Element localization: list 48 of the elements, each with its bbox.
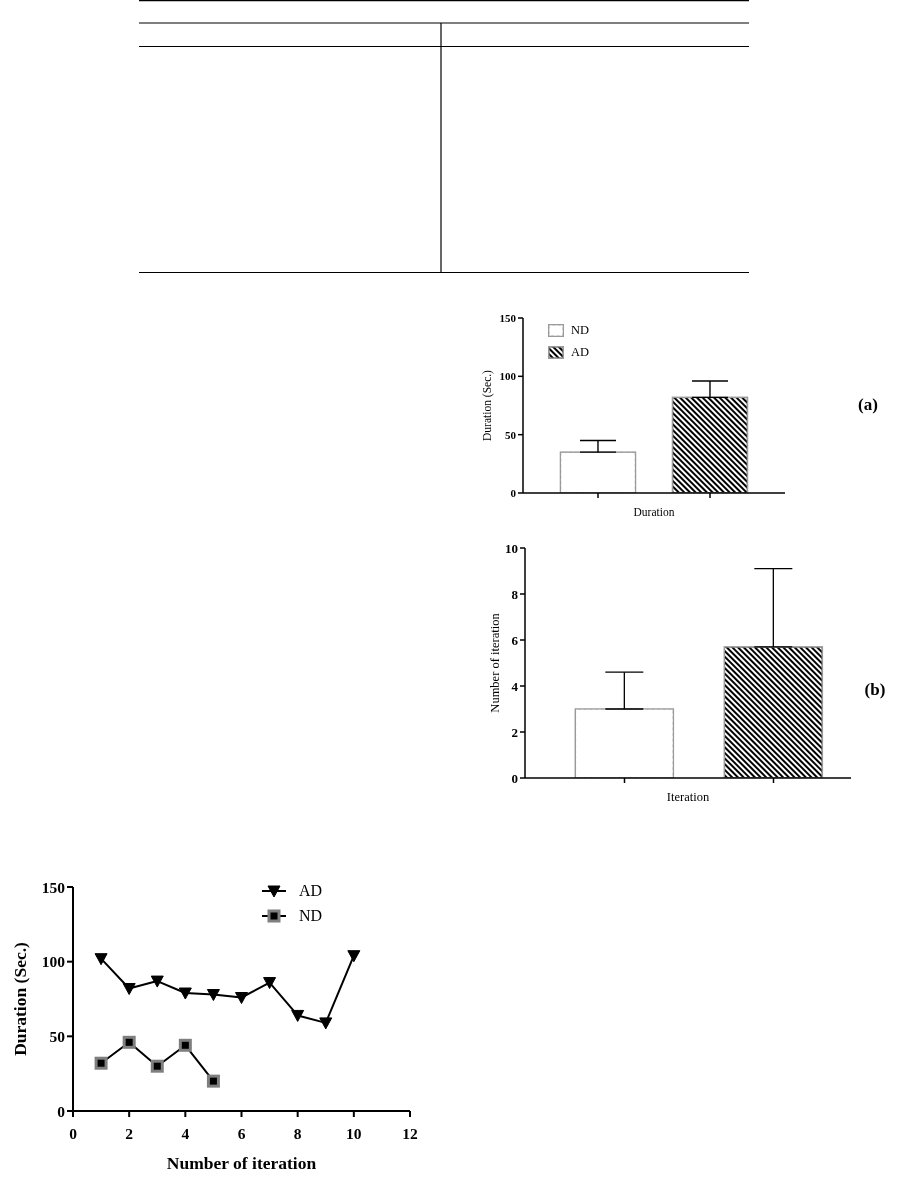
- legend-label: ND: [298, 907, 322, 925]
- x-axis-title: Number of iteration: [166, 1153, 317, 1173]
- text: (b): [864, 680, 886, 700]
- y-tick-label: 6: [511, 632, 519, 648]
- x-tick-label: 10: [346, 1125, 362, 1143]
- x-tick-label: 2: [125, 1125, 134, 1143]
- legend-label: AD: [298, 882, 322, 900]
- y-tick-label: 8: [511, 586, 519, 602]
- y-tick-label: 150: [41, 878, 66, 896]
- x-tick-label: 0: [69, 1125, 78, 1143]
- y-tick-label: 0: [57, 1102, 66, 1120]
- x-tick-label: 8: [293, 1125, 302, 1143]
- y-tick-label: 0: [510, 486, 517, 499]
- y-tick-label: 10: [505, 540, 518, 556]
- point: [206, 989, 220, 1002]
- x-axis-title: Duration: [633, 506, 675, 518]
- point: [150, 975, 164, 988]
- point: [122, 1035, 136, 1049]
- point: [347, 950, 361, 963]
- text: (a): [858, 395, 878, 415]
- y-tick-label: 100: [499, 370, 517, 383]
- point: [206, 1074, 220, 1088]
- y-tick-label: 50: [505, 428, 517, 441]
- x-axis-title: Iteration: [666, 790, 710, 804]
- y-tick-label: 2: [511, 724, 518, 740]
- x-tick-label: 4: [181, 1125, 190, 1143]
- point: [94, 953, 108, 966]
- point: [150, 1059, 164, 1073]
- x-tick-label: 6: [237, 1125, 246, 1143]
- point: [178, 1038, 192, 1052]
- y-axis-title: Number of iteration: [488, 612, 502, 713]
- y-tick-label: 50: [49, 1027, 66, 1045]
- y-tick-label: 150: [499, 311, 517, 324]
- point: [122, 983, 136, 996]
- point: [178, 987, 192, 1000]
- y-tick-label: 4: [511, 678, 519, 694]
- legend-label: AD: [571, 344, 590, 360]
- legend-label: ND: [571, 322, 590, 338]
- point: [291, 1009, 305, 1022]
- y-tick-label: 0: [511, 770, 518, 786]
- point: [319, 1017, 333, 1030]
- y-axis-title: Duration (Sec.): [10, 941, 30, 1056]
- x-tick-label: 12: [402, 1125, 418, 1143]
- y-tick-label: 100: [41, 953, 66, 971]
- y-axis-title: Duration (Sec.): [481, 369, 494, 441]
- point: [235, 992, 248, 1005]
- point: [263, 977, 277, 990]
- point: [94, 1056, 108, 1070]
